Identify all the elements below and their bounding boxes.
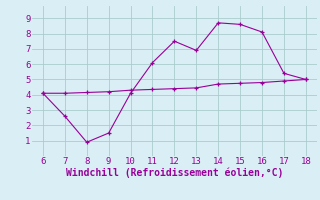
X-axis label: Windchill (Refroidissement éolien,°C): Windchill (Refroidissement éolien,°C) bbox=[66, 168, 283, 178]
